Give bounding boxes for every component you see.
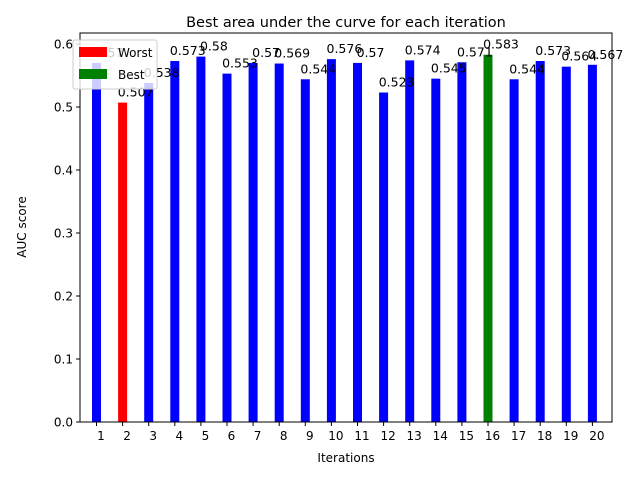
bar-6 xyxy=(222,73,232,423)
bar-7 xyxy=(248,62,258,423)
value-label-5: 0.58 xyxy=(200,39,228,54)
x-tick-label-13: 13 xyxy=(407,429,422,443)
value-label-12: 0.523 xyxy=(379,75,415,90)
x-tick-label-20: 20 xyxy=(589,429,604,443)
bar-11 xyxy=(353,62,362,423)
x-tick-label-8: 8 xyxy=(280,429,288,443)
y-axis-label: AUC score xyxy=(15,196,29,257)
bar-13 xyxy=(405,60,415,422)
bar-8 xyxy=(274,63,284,422)
bar-12 xyxy=(379,92,389,422)
x-tick-label-10: 10 xyxy=(328,429,343,443)
x-tick-label-7: 7 xyxy=(254,429,262,443)
x-tick-label-4: 4 xyxy=(175,429,183,443)
x-axis-ticks: 1 2 3 4 5 6 7 8 9 10 11 12 13 14 15 16 17 18 19 20 xyxy=(96,422,605,443)
bar-5 xyxy=(196,56,206,422)
value-label-13: 0.574 xyxy=(405,42,441,57)
value-label-17: 0.544 xyxy=(509,61,545,76)
y-axis-ticks: 0.0 0.1 0.2 0.3 0.4 0.5 0.6 xyxy=(54,38,80,430)
value-label-9: 0.544 xyxy=(300,61,336,76)
bar-10 xyxy=(326,59,336,423)
x-tick-label-16: 16 xyxy=(485,429,500,443)
y-tick-label-3: 0.3 xyxy=(54,227,73,241)
value-label-19: 0.564 xyxy=(561,49,597,64)
x-tick-label-12: 12 xyxy=(380,429,395,443)
value-label-8: 0.569 xyxy=(274,46,310,61)
x-tick-label-1: 1 xyxy=(97,429,105,443)
legend-swatch-worst xyxy=(79,47,107,57)
bar-19 xyxy=(561,66,571,423)
y-tick-label-2: 0.2 xyxy=(54,290,73,304)
bar-18 xyxy=(535,61,545,422)
x-tick-label-11: 11 xyxy=(354,429,369,443)
plot-frame xyxy=(79,32,613,423)
legend-label-best: Best xyxy=(118,68,145,82)
legend-swatch-best xyxy=(79,69,107,79)
legend: Worst Best xyxy=(72,39,158,90)
value-label-4: 0.573 xyxy=(170,43,206,58)
value-label-18: 0.573 xyxy=(535,43,571,58)
y-tick-label-1: 0.1 xyxy=(54,353,73,367)
bar-1 xyxy=(92,62,101,423)
bar-4 xyxy=(170,61,180,422)
value-label-15: 0.571 xyxy=(457,44,493,59)
value-label-11: 0.57 xyxy=(357,45,385,60)
value-label-16: 0.583 xyxy=(483,37,519,52)
y-tick-label-0: 0.0 xyxy=(54,416,73,430)
value-label-10: 0.576 xyxy=(327,41,363,56)
bar-15 xyxy=(457,62,467,423)
x-tick-label-17: 17 xyxy=(511,429,526,443)
legend-label-worst: Worst xyxy=(118,46,153,60)
x-tick-label-18: 18 xyxy=(537,429,552,443)
x-axis-label: Iterations xyxy=(317,451,374,465)
bar-2 xyxy=(118,102,128,422)
bar-16 xyxy=(483,54,493,423)
value-label-20: 0.567 xyxy=(588,47,624,62)
bar-14 xyxy=(431,78,441,423)
bar-17 xyxy=(509,79,519,422)
y-tick-label-5: 0.5 xyxy=(54,101,73,115)
chart-title: Best area under the curve for each itera… xyxy=(186,15,506,31)
x-tick-label-6: 6 xyxy=(228,429,236,443)
value-labels-group: 0.570.5070.5380.5730.580.5530.570.5690.5… xyxy=(96,37,624,100)
value-label-14: 0.545 xyxy=(431,61,467,76)
x-tick-label-14: 14 xyxy=(433,429,448,443)
bar-20 xyxy=(587,64,597,422)
value-label-6: 0.553 xyxy=(222,56,258,71)
y-tick-label-6: 0.6 xyxy=(54,38,73,52)
bars-group xyxy=(92,54,597,423)
x-tick-label-15: 15 xyxy=(459,429,474,443)
x-tick-label-9: 9 xyxy=(306,429,314,443)
x-tick-label-5: 5 xyxy=(202,429,210,443)
x-tick-label-3: 3 xyxy=(149,429,157,443)
value-label-7: 0.57 xyxy=(252,45,280,60)
bar-3 xyxy=(144,83,154,422)
x-tick-label-19: 19 xyxy=(563,429,578,443)
y-tick-label-4: 0.4 xyxy=(54,164,73,178)
bar-9 xyxy=(300,79,310,422)
x-tick-label-2: 2 xyxy=(123,429,131,443)
